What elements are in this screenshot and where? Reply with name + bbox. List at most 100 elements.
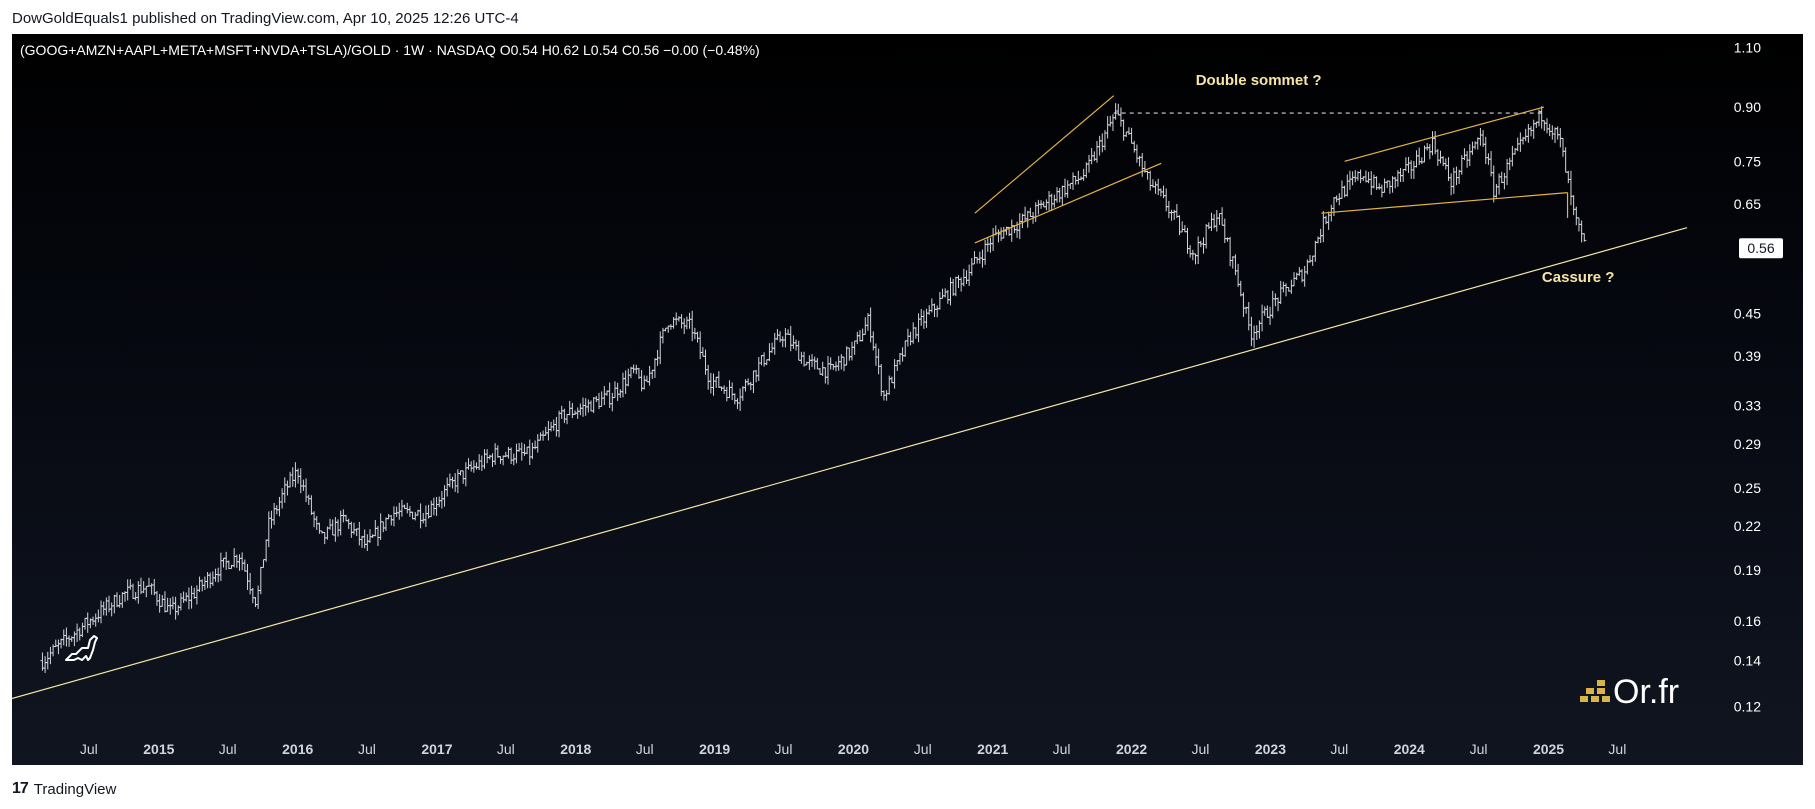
- ohlc-bar: [895, 360, 900, 372]
- ohlc-bar: [1563, 147, 1568, 173]
- ohlc-bar: [453, 473, 458, 492]
- ohlc-bar: [1076, 170, 1081, 185]
- ohlc-bar: [559, 405, 564, 419]
- ohlc-bar: [996, 229, 1001, 243]
- ohlc-bar: [189, 585, 194, 609]
- ohlc-bar: [75, 623, 80, 643]
- price-chart[interactable]: Double sommet ? Cassure ? 1.10 0.90 0.75 0.6…: [12, 34, 1803, 765]
- ohlc-bar: [1209, 212, 1214, 231]
- ohlc-bar: [272, 502, 277, 525]
- ohlc-bar: [1246, 302, 1251, 331]
- ohlc-bar: [391, 506, 396, 527]
- ohlc-bar: [178, 593, 183, 611]
- footer: 17 TradingView: [12, 780, 116, 798]
- ohlc-bar: [818, 368, 823, 375]
- ohlc-bar: [1052, 194, 1057, 208]
- ohlc-bar: [948, 277, 953, 306]
- ohlc-bar: [967, 264, 972, 286]
- ohlc-bar: [921, 310, 926, 329]
- x-tick-label: 2016: [282, 741, 313, 757]
- x-tick-label: 2017: [421, 741, 452, 757]
- ohlc-bar: [533, 440, 538, 450]
- ohlc-bar: [602, 386, 607, 406]
- ohlc-bar: [1196, 236, 1201, 264]
- ohlc-bar: [828, 357, 833, 370]
- symbol-line: (GOOG+AMZN+AAPL+META+MSFT+NVDA+TSLA)/GOL…: [20, 42, 760, 58]
- ohlc-bar: [493, 443, 498, 465]
- ohlc-bar: [288, 471, 293, 488]
- ohlc-bar: [546, 420, 551, 441]
- ohlc-bar: [1398, 168, 1403, 183]
- ohlc-bar: [112, 594, 117, 614]
- last-price-badge: [1739, 238, 1783, 259]
- ohlc-bar: [208, 572, 213, 589]
- ohlc-bar: [1507, 157, 1512, 171]
- ohlc-bar: [612, 381, 617, 399]
- ohlc-bar: [413, 512, 418, 521]
- ohlc-bar: [450, 476, 455, 489]
- ohlc-bar: [261, 559, 266, 568]
- ohlc-bar: [431, 497, 436, 516]
- ohlc-bar: [815, 357, 820, 370]
- ohlc-bar: [474, 462, 479, 470]
- ohlc-bar: [1470, 141, 1475, 155]
- ohlc-bar: [1233, 254, 1238, 276]
- ohlc-bar: [386, 513, 391, 520]
- ohlc-bar: [1180, 221, 1185, 233]
- ohlc-bar: [146, 577, 151, 587]
- ohlc-bar: [330, 519, 335, 536]
- ohlc-bar: [1566, 170, 1571, 184]
- ohlc-bar: [1417, 147, 1422, 166]
- ohlc-bar: [309, 495, 314, 515]
- ohlc-bar: [727, 380, 732, 399]
- ohlc-bar: [916, 313, 921, 343]
- ohlc-bar: [945, 289, 950, 304]
- ohlc-bar: [258, 566, 263, 595]
- ohlc-bar: [1393, 176, 1398, 189]
- ohlc-bar: [1478, 127, 1483, 146]
- ohlc-bar: [1467, 144, 1472, 166]
- x-tick-label: Jul: [358, 741, 376, 757]
- ohlc-bar: [1047, 191, 1052, 211]
- ohlc-bars-layer: [40, 103, 1587, 673]
- ohlc-bar: [487, 454, 492, 460]
- ohlc-bar: [525, 446, 530, 455]
- ohlc-bar: [1110, 114, 1115, 132]
- ohlc-bar: [575, 407, 580, 419]
- ohlc-bar: [1276, 297, 1281, 312]
- ohlc-bar: [924, 308, 929, 328]
- ohlc-bar: [485, 449, 490, 464]
- ohlc-bar: [594, 396, 599, 403]
- y-axis: 1.10 0.90 0.75 0.65 0.45 0.39 0.33 0.29 0.25 0.22…: [1734, 39, 1783, 714]
- ohlc-bar: [477, 454, 482, 471]
- ohlc-bar: [173, 596, 178, 620]
- ohlc-bar: [447, 473, 452, 488]
- ohlc-bar: [1132, 140, 1137, 153]
- ohlc-bar: [589, 400, 594, 412]
- ohlc-bar: [1465, 151, 1470, 168]
- ohlc-bar: [1406, 156, 1411, 173]
- ohlc-bar: [157, 594, 162, 613]
- ohlc-bar: [844, 346, 849, 366]
- chart-frame[interactable]: Double sommet ? Cassure ? 1.10 0.90 0.75 0.6…: [12, 34, 1803, 765]
- x-tick-label: Jul: [1191, 741, 1209, 757]
- ohlc-bar: [266, 511, 271, 548]
- x-tick-label: 2015: [143, 741, 174, 757]
- ohlc-bar: [1539, 106, 1544, 129]
- ohlc-bar: [935, 305, 940, 318]
- footer-brand[interactable]: TradingView: [33, 780, 117, 798]
- ohlc-bar: [783, 328, 788, 348]
- ohlc-bar: [301, 479, 306, 491]
- ohlc-bar: [1323, 215, 1328, 225]
- ohlc-bar: [634, 364, 639, 375]
- last-price-label: 0.56: [1747, 240, 1774, 256]
- ohlc-bar: [849, 341, 854, 361]
- ohlc-bar: [1222, 218, 1227, 243]
- ohlc-bar: [1254, 325, 1259, 340]
- ohlc-bar: [1313, 240, 1318, 262]
- ohlc-bar: [1483, 136, 1488, 165]
- ohlc-bar: [999, 227, 1004, 241]
- ohlc-bar: [405, 502, 410, 514]
- ohlc-bar: [554, 416, 559, 437]
- ohlc-bar: [826, 356, 831, 385]
